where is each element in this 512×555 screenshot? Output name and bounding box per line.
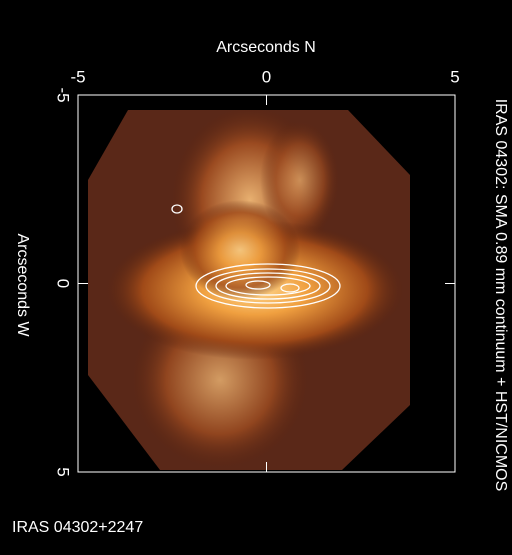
- y-tick-label: 5: [54, 467, 73, 476]
- x-tick-label: 0: [262, 67, 271, 86]
- annotation: IRAS 04302+2247: [12, 519, 143, 536]
- x-tick-label: -5: [70, 67, 85, 86]
- x-axis-label: Arcseconds N: [216, 39, 316, 56]
- y-tick-label: 0: [54, 279, 73, 288]
- chart-title: IRAS 04302: SMA 0.89 mm continuum + HST/…: [492, 99, 509, 492]
- nebula-image: [80, 100, 420, 480]
- y-tick-label: -5: [54, 87, 73, 102]
- chart: Arcseconds N Arcseconds W IRAS 04302: SM…: [0, 0, 512, 555]
- x-tick-label: 5: [450, 67, 459, 86]
- y-axis-label: Arcseconds W: [14, 233, 31, 337]
